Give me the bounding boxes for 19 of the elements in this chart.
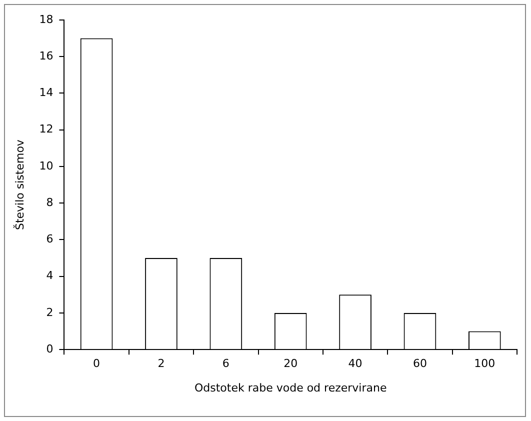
y-tick-label: 14 (39, 86, 54, 100)
x-axis-title: Odstotek rabe vode od rezervirane (194, 381, 387, 394)
y-tick-label: 6 (46, 232, 54, 246)
x-tick-label: 0 (93, 357, 100, 370)
y-tick-label: 2 (46, 306, 54, 319)
x-tick-label: 20 (284, 357, 298, 370)
y-tick-label: 8 (46, 196, 54, 209)
x-tick-label: 40 (348, 357, 362, 370)
y-tick-label: 12 (39, 122, 54, 136)
y-tick-label: 18 (39, 12, 54, 26)
x-tick-label: 100 (474, 357, 496, 370)
x-tick-label: 2 (158, 357, 165, 370)
x-tick-label: 6 (222, 357, 230, 370)
y-tick-label: 4 (46, 269, 54, 282)
x-tick-label: 60 (412, 357, 427, 370)
y-tick-label: 0 (46, 342, 54, 356)
y-tick-label: 10 (39, 159, 54, 172)
y-tick-label: 16 (39, 49, 54, 62)
y-axis-title: Število sistemov (12, 139, 26, 230)
